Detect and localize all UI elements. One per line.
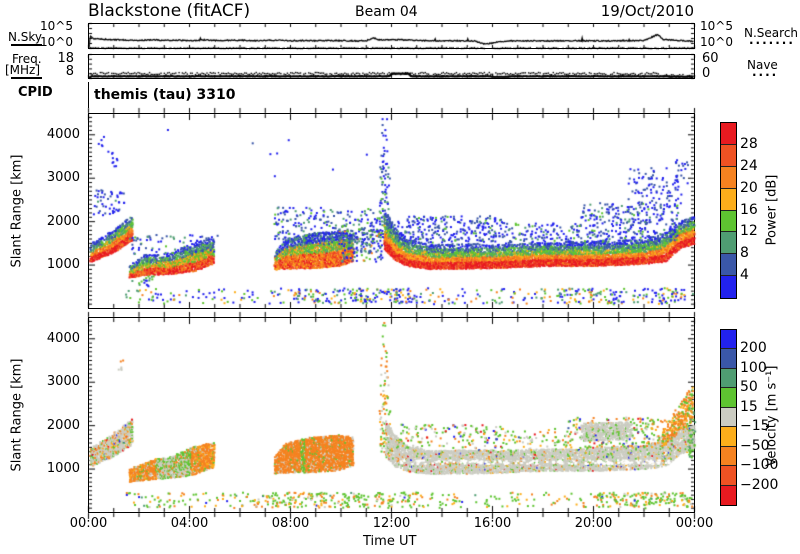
cb-velocity-label: −15 (740, 418, 770, 435)
cb-velocity-segment (721, 427, 736, 447)
nsky-ytick-bottom: 10^0 (40, 35, 73, 49)
cb-power-label: 28 (740, 135, 758, 152)
velocity-panel (88, 317, 695, 513)
xaxis-label: Time UT (363, 534, 417, 549)
cb-power-segment (721, 276, 736, 298)
power-colorbar (720, 122, 737, 299)
cpid-value: themis (tau) 3310 (94, 87, 236, 103)
nave-dotted-line-legend: ···· (752, 68, 779, 82)
cb-power-label: 20 (740, 179, 758, 196)
power-ytick-label: 1000 (46, 257, 80, 273)
x-tick-label: 16:00 (473, 516, 512, 531)
nave-ytick-bottom: 0 (702, 66, 711, 81)
cb-velocity-segment (721, 446, 736, 467)
velocity-colorbar (720, 329, 737, 506)
beam-label: Beam 04 (355, 4, 418, 20)
cpid-label: CPID (18, 85, 53, 100)
velocity-ytick-label: 3000 (46, 374, 80, 390)
velocity-ytick-label: 4000 (46, 330, 80, 346)
power-panel (88, 113, 695, 309)
velocity-ytick-label: 1000 (46, 461, 80, 477)
cb-velocity-label: −200 (740, 476, 779, 493)
x-tick-label: 12:00 (372, 516, 411, 531)
nsearch-ytick-top: 10^5 (700, 19, 733, 33)
cb-velocity-label: 100 (740, 359, 767, 376)
cb-power-label: 12 (740, 223, 758, 240)
cb-power-label: 24 (740, 157, 758, 174)
cb-power-label: 16 (740, 201, 758, 218)
freq-ytick-bottom: 8 (65, 64, 74, 79)
freq-solid-line-legend (11, 77, 42, 79)
cb-power-segment (721, 232, 736, 255)
cb-power-label: 4 (740, 267, 749, 284)
x-tick-label: 00:00 (69, 516, 108, 531)
velocity-ytick-label: 2000 (46, 417, 80, 433)
cb-velocity-segment (721, 466, 736, 486)
cb-power-segment (721, 188, 736, 211)
power-ytick-label: 2000 (46, 213, 80, 229)
power-ytick-label: 3000 (46, 170, 80, 186)
x-tick-label: 08:00 (271, 516, 310, 531)
cb-power-segment (721, 144, 736, 167)
cb-velocity-label: 15 (740, 398, 758, 415)
cb-velocity-segment (721, 330, 736, 350)
cb-velocity-segment (721, 485, 736, 505)
cb-velocity-segment (721, 407, 736, 428)
power-ytick-label: 4000 (46, 126, 80, 142)
cb-power-segment (721, 123, 736, 145)
nsearch-ytick-bottom: 10^0 (700, 35, 733, 49)
freq-panel (88, 54, 695, 79)
cb-velocity-segment (721, 368, 736, 389)
x-tick-label: 00:00 (675, 516, 714, 531)
cb-velocity-label: −100 (740, 457, 779, 474)
cb-velocity-label: 200 (740, 340, 767, 357)
cb-power-segment (721, 210, 736, 233)
nsky-ytick-top: 10^5 (40, 19, 73, 33)
nave-ytick-top: 60 (702, 51, 719, 66)
cb-power-segment (721, 166, 736, 189)
x-tick-label: 20:00 (574, 516, 613, 531)
nsky-solid-line-legend (11, 44, 42, 46)
cb-power-segment (721, 254, 736, 277)
nsky-panel (88, 23, 695, 49)
cb-power-label: 8 (740, 245, 749, 262)
plot-title: Blackstone (fitACF) (88, 1, 251, 21)
nsky-label: N.Sky (8, 30, 43, 44)
power-colorbar-title: Power [dB] (764, 174, 780, 246)
velocity-yaxis-label: Slant Range [km] (9, 358, 25, 472)
date-label: 19/Oct/2010 (600, 2, 694, 20)
cb-velocity-label: −50 (740, 437, 770, 454)
cb-velocity-segment (721, 388, 736, 408)
cpid-axis-tick (88, 82, 89, 108)
freq-label-line2: [MHz] (5, 63, 41, 77)
power-yaxis-label: Slant Range [km] (9, 154, 25, 268)
nsearch-dotted-line-legend: ······· (749, 36, 795, 50)
cb-velocity-label: 50 (740, 379, 758, 396)
x-tick-label: 04:00 (170, 516, 209, 531)
cb-velocity-segment (721, 349, 736, 369)
